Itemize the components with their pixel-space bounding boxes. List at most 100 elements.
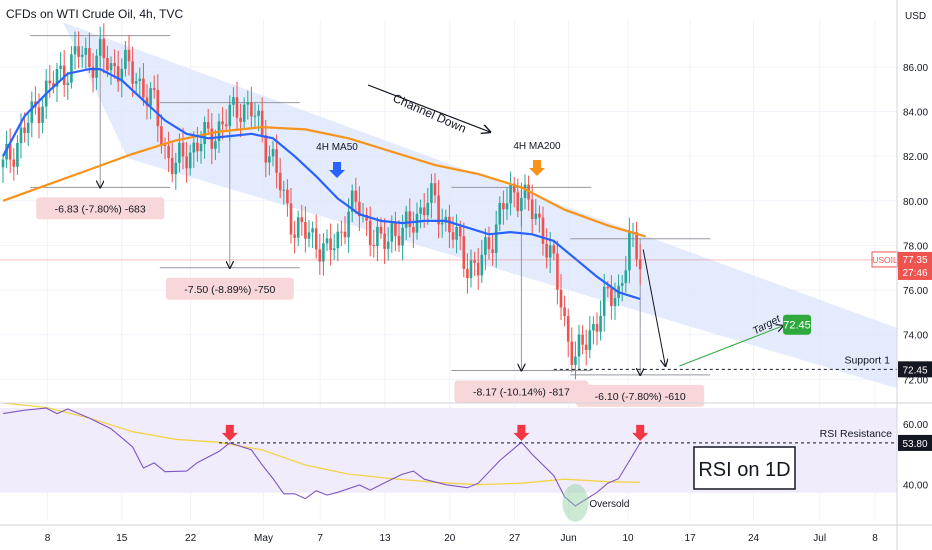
candle-body — [286, 189, 289, 204]
candle-body — [487, 237, 491, 250]
y-tick-label: 82.00 — [903, 152, 928, 163]
y-tick-label: 78.00 — [903, 241, 928, 252]
candle-body — [415, 213, 419, 233]
x-tick-label: 22 — [185, 533, 197, 544]
candle-body — [55, 68, 59, 87]
candle-body — [91, 66, 95, 78]
candle-body — [253, 115, 257, 117]
x-tick-label: 17 — [685, 533, 697, 544]
candle-body — [62, 65, 66, 85]
candle-body — [437, 195, 440, 225]
price-badge — [898, 251, 932, 280]
candle-body — [142, 78, 145, 98]
x-tick-label: 20 — [444, 533, 456, 544]
candle-body — [541, 217, 545, 244]
candle-body — [264, 135, 268, 163]
candle-body — [383, 233, 386, 249]
x-tick-label: 8 — [45, 533, 51, 544]
candle-body — [509, 183, 512, 204]
candle-body — [214, 141, 217, 149]
candle-body — [584, 344, 588, 350]
target-value: 72.45 — [783, 320, 811, 332]
candle-body — [170, 157, 174, 175]
candle-body — [559, 289, 563, 308]
x-tick-label: Jun — [561, 533, 577, 544]
candle-body — [624, 270, 628, 284]
y-tick-label: 84.00 — [903, 108, 928, 119]
candle-body — [66, 82, 70, 85]
rsi-title-box — [693, 446, 796, 490]
price-badge-text: 77.35 — [902, 255, 927, 266]
rsi-resistance-badge-text: 53.80 — [902, 439, 927, 450]
rsi-line — [2, 407, 641, 507]
x-tick-label: 27 — [509, 533, 521, 544]
candle-body — [268, 156, 271, 163]
candle-body — [498, 202, 502, 225]
candle-body — [440, 222, 444, 225]
rsi-y-tick-label: 40.00 — [903, 481, 928, 492]
ma50-line — [2, 68, 641, 301]
measure-label-box — [165, 277, 294, 300]
candle-body — [314, 228, 318, 250]
candle-body — [271, 149, 275, 157]
candle-body — [48, 80, 52, 84]
currency-label: USD — [905, 11, 927, 22]
measure-label: -8.17 (-10.14%) -817 — [473, 386, 570, 398]
candle-body — [451, 232, 455, 240]
candle-body — [516, 192, 520, 212]
candle-body — [512, 183, 516, 193]
candle-body — [426, 202, 430, 216]
candle-body — [307, 232, 311, 239]
x-tick-label: 10 — [622, 533, 634, 544]
support-label: Support 1 — [844, 354, 890, 366]
candle-body — [592, 324, 595, 331]
candle-body — [16, 142, 19, 167]
moving-averages — [2, 68, 646, 301]
candle-body — [350, 190, 354, 212]
candle-body — [138, 78, 142, 82]
candle-body — [156, 90, 160, 127]
candle-body — [124, 49, 127, 69]
candle-body — [491, 249, 494, 254]
candle-body — [458, 226, 462, 237]
candle-body — [588, 330, 592, 350]
candle-body — [178, 142, 181, 163]
candle-body — [77, 46, 80, 57]
candle-body — [394, 223, 397, 236]
channel-fill — [63, 22, 897, 389]
candle-body — [289, 203, 293, 235]
oversold-highlight — [562, 483, 589, 522]
candle-body — [239, 117, 242, 122]
rsi-y-tick-label: 60.00 — [903, 420, 928, 431]
y-tick-label: 80.00 — [903, 197, 928, 208]
candle-body — [185, 156, 188, 169]
ma200-line — [2, 125, 646, 238]
candle-body — [545, 243, 548, 258]
support-badge-text: 72.45 — [902, 365, 927, 376]
candle-body — [242, 104, 246, 122]
measure-label-box — [454, 380, 589, 403]
candle-body — [340, 231, 343, 233]
x-tick-label: May — [254, 533, 273, 544]
x-tick-label: 13 — [379, 533, 391, 544]
x-tick-label: 15 — [116, 533, 128, 544]
candle-body — [397, 235, 401, 246]
candle-body — [606, 286, 610, 289]
candle-body — [196, 142, 199, 152]
candle-body — [73, 46, 77, 55]
candle-body — [422, 207, 426, 216]
candle-body — [311, 228, 314, 233]
candle-body — [275, 149, 278, 173]
candle-body — [577, 334, 581, 357]
candle-body — [386, 241, 390, 249]
candle-body — [494, 224, 498, 254]
candle-body — [70, 54, 73, 83]
candle-body — [556, 253, 559, 290]
candle-body — [347, 211, 350, 238]
rsi-resistance-badge — [898, 434, 932, 451]
candle-body — [332, 248, 336, 251]
candle-body — [37, 107, 41, 123]
measure-label: -7.50 (-8.89%) -750 — [184, 284, 275, 296]
candle-body — [574, 356, 577, 365]
